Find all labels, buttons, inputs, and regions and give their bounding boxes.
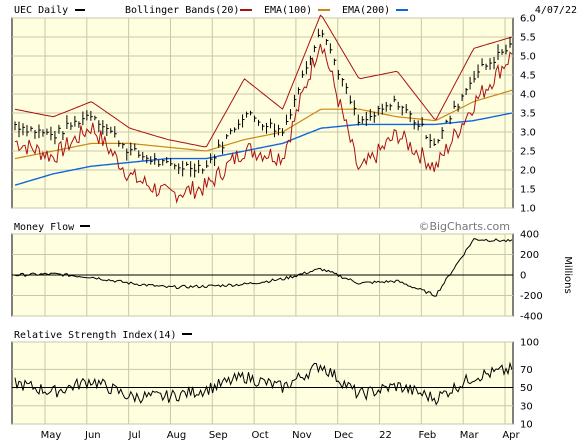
y-tick-2-4: 10	[520, 420, 533, 431]
x-tick-10: Mar	[460, 430, 480, 441]
ema200-line	[14, 112, 513, 186]
y-tick-0-2: 5.0	[520, 52, 536, 63]
series-layer	[14, 14, 513, 406]
x-tick-0: May	[41, 430, 62, 441]
y-tick-2-0: 100	[520, 338, 539, 349]
symbol-label: UEC Daily	[14, 5, 68, 16]
bollinger-upper-line	[14, 14, 513, 148]
y-tick-0-1: 5.5	[520, 33, 536, 44]
bollinger-lower-line	[14, 43, 513, 204]
x-tick-3: Aug	[167, 430, 187, 441]
ema100-label: EMA(100)	[264, 5, 312, 16]
y-tick-0-3: 4.5	[520, 71, 536, 82]
y-tick-0-7: 2.5	[520, 147, 536, 158]
x-tick-7: Dec	[334, 430, 353, 441]
x-tick-1: Jun	[84, 430, 101, 441]
x-tick-2: Jul	[128, 430, 141, 441]
x-tick-11: Apr	[502, 430, 520, 441]
y-tick-0-0: 6.0	[520, 14, 536, 25]
tick-labels: May Jun Jul Aug Sep Oct Nov Dec 22 Feb Mar Apr 6.0 5.…	[41, 14, 543, 442]
date-label: 4/07/22	[535, 5, 577, 16]
y-tick-1-2: 0	[520, 271, 526, 282]
money-flow-line	[14, 238, 513, 297]
y-tick-0-4: 4.0	[520, 90, 536, 101]
rsi-line	[14, 361, 513, 406]
y-tick-0-5: 3.5	[520, 109, 536, 120]
y-tick-1-0: 400	[520, 230, 539, 241]
x-tick-8: 22	[379, 430, 392, 441]
y-tick-2-3: 30	[520, 401, 533, 412]
x-tick-9: Feb	[419, 430, 437, 441]
y-tick-1-1: 200	[520, 250, 539, 261]
money-flow-unit: Millions	[562, 256, 573, 293]
watermark: ©BigCharts.com	[418, 220, 510, 233]
y-tick-1-4: -400	[520, 312, 543, 323]
x-tick-5: Oct	[251, 430, 268, 441]
y-tick-2-1: 70	[520, 365, 533, 376]
y-tick-0-6: 3.0	[520, 128, 536, 139]
ema200-label: EMA(200)	[342, 5, 390, 16]
rsi-title: Relative Strength Index(14)	[14, 330, 177, 341]
y-tick-1-3: -200	[520, 291, 543, 302]
y-tick-2-2: 50	[520, 383, 533, 394]
bollinger-label: Bollinger Bands(20)	[125, 5, 239, 16]
x-tick-4: Sep	[209, 430, 228, 441]
ema100-line	[14, 89, 513, 160]
y-tick-0-8: 2.0	[520, 166, 536, 177]
y-tick-0-10: 1.0	[520, 204, 536, 215]
x-tick-6: Nov	[292, 430, 312, 441]
y-tick-0-9: 1.5	[520, 185, 536, 196]
money-flow-title: Money Flow	[14, 222, 75, 233]
